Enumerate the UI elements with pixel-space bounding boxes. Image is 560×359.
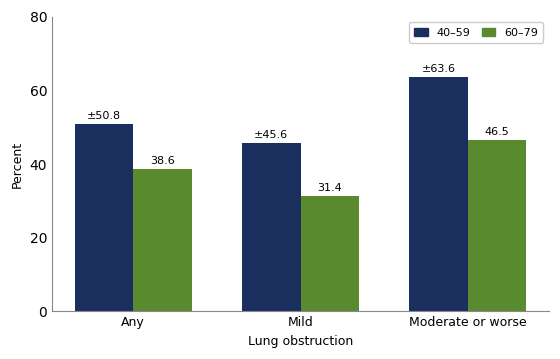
- Text: 38.6: 38.6: [150, 156, 175, 166]
- Bar: [301, 196, 359, 312]
- Bar: [468, 140, 526, 312]
- X-axis label: Lung obstruction: Lung obstruction: [248, 335, 353, 348]
- Bar: [409, 77, 468, 312]
- Y-axis label: Percent: Percent: [11, 140, 24, 188]
- Legend: 40–59, 60–79: 40–59, 60–79: [409, 22, 543, 43]
- Text: ±45.6: ±45.6: [254, 130, 288, 140]
- Text: 31.4: 31.4: [318, 183, 342, 193]
- Bar: [133, 169, 192, 312]
- Text: 46.5: 46.5: [484, 127, 510, 137]
- Bar: [74, 124, 133, 312]
- Text: ±50.8: ±50.8: [87, 111, 121, 121]
- Text: ±63.6: ±63.6: [422, 64, 455, 74]
- Bar: [242, 143, 301, 312]
